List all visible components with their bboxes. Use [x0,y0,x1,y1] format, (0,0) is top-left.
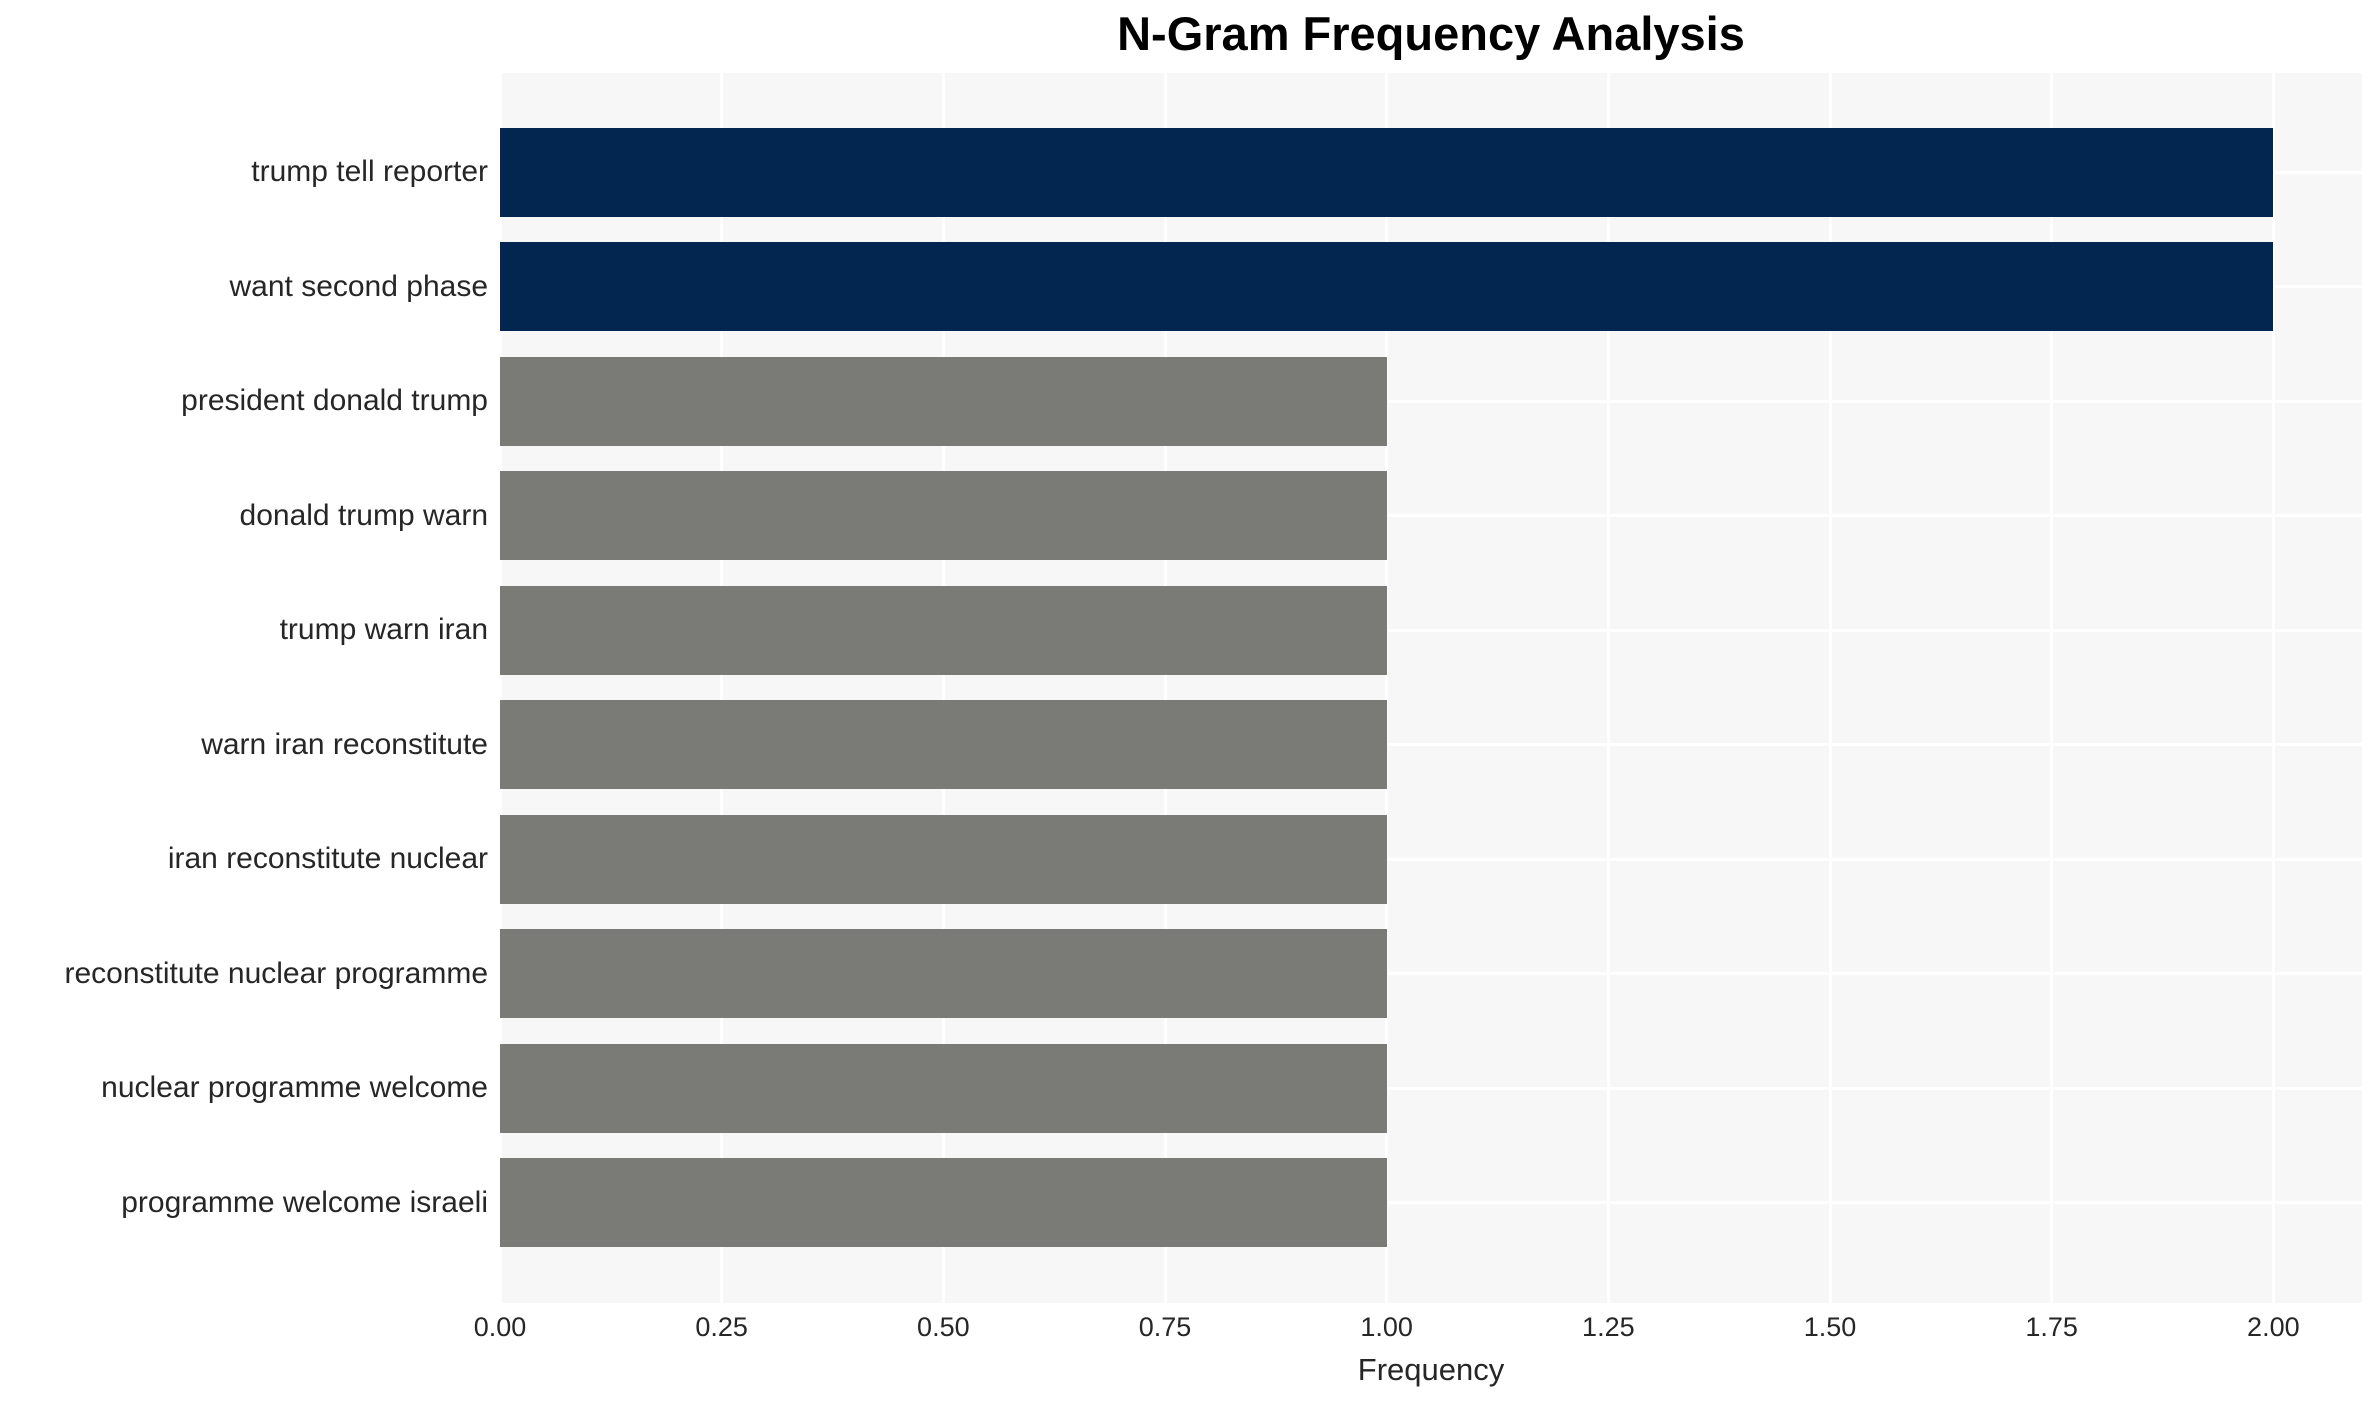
chart-title: N-Gram Frequency Analysis [1117,7,1745,60]
x-tick-label: 1.75 [2025,1312,2078,1342]
x-tick-label: 1.00 [1360,1312,1413,1342]
x-tick-label: 0.25 [695,1312,748,1342]
x-tick-label: 0.50 [917,1312,970,1342]
bar-president-donald-trump [500,356,1387,446]
gridline-horizontal [500,399,2362,403]
bar-trump-tell-reporter [500,127,2274,217]
y-tick-label: president donald trump [181,384,488,418]
gridline-horizontal [500,628,2362,632]
gridline-vertical [1163,73,1167,1303]
gridline-vertical [2050,73,2054,1303]
bar-iran-reconstitute-nuclear [500,814,1387,904]
y-tick-label: trump warn iran [279,613,488,647]
bar-reconstitute-nuclear-programme [500,929,1387,1019]
bar-trump-warn-iran [500,585,1387,675]
gridline-vertical [720,73,724,1303]
y-tick-label: donald trump warn [239,498,488,532]
x-tick-label: 1.25 [1582,1312,1635,1342]
y-tick-label: warn iran reconstitute [201,727,488,761]
gridline-vertical [1606,73,1610,1303]
x-tick-label: 0.00 [473,1312,527,1342]
y-tick-label: programme welcome israeli [121,1185,488,1219]
y-tick-label: reconstitute nuclear programme [64,956,488,990]
bar-nuclear-programme-welcome [500,1043,1387,1133]
gridline-vertical [2271,73,2275,1303]
x-tick-label: 0.75 [1138,1312,1192,1342]
gridline-horizontal [500,1086,2362,1090]
y-tick-label: nuclear programme welcome [101,1071,488,1105]
plot-area [498,73,2362,1303]
gridline-horizontal [500,1201,2362,1205]
gridline-horizontal [500,857,2362,861]
y-tick-label: trump tell reporter [251,155,488,188]
gridline-vertical [1385,73,1389,1303]
y-tick-label: want second phase [229,269,488,303]
gridline-vertical [498,73,502,1303]
x-axis-title: Frequency [1357,1352,1505,1387]
y-tick-label: iran reconstitute nuclear [167,842,488,876]
gridline-horizontal [500,514,2362,518]
gridline-vertical [941,73,945,1303]
gridline-horizontal [500,743,2362,747]
bar-donald-trump-warn [500,471,1387,561]
x-tick-label: 1.50 [1803,1312,1857,1342]
gridline-vertical [1828,73,1832,1303]
bar-want-second-phase [500,242,2274,332]
x-tick-label: 2.00 [2247,1312,2300,1342]
bar-programme-welcome-israeli [500,1158,1387,1248]
bar-warn-iran-reconstitute [500,700,1387,790]
gridline-horizontal [500,972,2362,976]
